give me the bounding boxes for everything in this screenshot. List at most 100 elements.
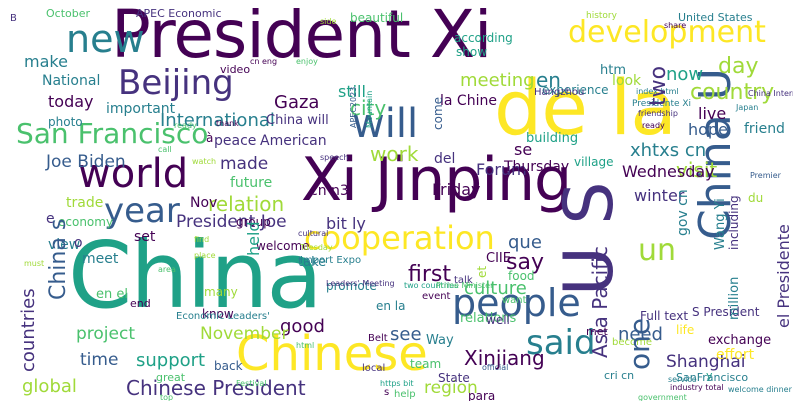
- word: know: [202, 307, 234, 321]
- word: city: [350, 96, 387, 120]
- word: SanFrancisco: [676, 371, 749, 384]
- word: view: [48, 237, 81, 253]
- word: history: [586, 11, 617, 21]
- word: watch: [192, 157, 217, 166]
- word: Joe Biden: [46, 152, 126, 172]
- word: meet: [82, 251, 119, 267]
- word: International: [160, 110, 275, 131]
- word: said: [526, 323, 596, 363]
- word: made: [220, 154, 269, 174]
- word: du: [748, 191, 764, 205]
- word: Economic Leaders': [176, 311, 270, 322]
- word: Leaders' Meeting: [326, 279, 395, 288]
- word: que: [508, 232, 542, 253]
- word: o: [74, 235, 83, 251]
- word: building: [526, 131, 579, 146]
- word: according: [454, 31, 513, 45]
- word: Tuesday: [300, 243, 333, 252]
- word: government: [638, 393, 687, 402]
- word: official: [482, 363, 509, 372]
- word: China International: [748, 89, 793, 98]
- word: countries: [18, 288, 39, 372]
- word: Festival: [236, 379, 267, 388]
- word: ready: [174, 121, 197, 130]
- word: experience: [542, 83, 609, 97]
- word: APEC Economic: [136, 8, 222, 20]
- word: place: [194, 251, 216, 260]
- word: talk: [454, 275, 473, 286]
- word: call: [158, 145, 172, 154]
- word: November: [200, 324, 289, 344]
- word: welcome: [256, 239, 310, 253]
- word: winter: [634, 186, 685, 205]
- word: project: [76, 324, 136, 344]
- word: relations: [460, 311, 517, 326]
- word: Wednesday: [622, 162, 715, 181]
- word: S President: [692, 305, 760, 319]
- word: Presidente Xi: [632, 99, 692, 109]
- word: area: [158, 265, 176, 274]
- word: country: [690, 80, 775, 105]
- word: make: [24, 52, 68, 71]
- word: Import Expo: [300, 255, 362, 266]
- word: en el: [96, 287, 128, 302]
- word: need: [618, 324, 663, 345]
- word: share: [664, 21, 687, 30]
- word: now: [666, 64, 704, 85]
- word: American: [260, 133, 327, 149]
- word: good: [280, 316, 325, 337]
- word: October: [46, 8, 91, 20]
- word: United States: [678, 11, 753, 24]
- word: à: [206, 131, 214, 145]
- word: time: [80, 350, 119, 370]
- word: promote: [326, 279, 377, 293]
- word: President Xi: [111, 8, 492, 73]
- word: Forum: [476, 160, 527, 179]
- word: show: [456, 45, 488, 59]
- word: still: [338, 82, 366, 101]
- word: back: [214, 359, 243, 373]
- word: Chinese: [236, 326, 428, 382]
- word: Gaza: [274, 92, 320, 113]
- word: e: [46, 211, 55, 227]
- word: cultural: [298, 229, 329, 238]
- word: en la: [376, 299, 406, 313]
- word: Way: [426, 333, 454, 348]
- word: region: [424, 378, 478, 398]
- word: live: [698, 104, 727, 123]
- word: Premier: [750, 171, 781, 180]
- word: ready: [642, 121, 665, 130]
- word: Nov: [190, 195, 218, 211]
- word: food: [508, 269, 535, 283]
- word: speech: [320, 153, 349, 162]
- word: help: [394, 389, 416, 400]
- word: support: [136, 350, 206, 371]
- word: CIIE: [486, 251, 511, 266]
- word: en: [536, 68, 561, 92]
- word: s: [384, 387, 390, 398]
- word: photo: [48, 115, 83, 129]
- word: Friday: [432, 180, 481, 199]
- word: culture: [464, 278, 527, 299]
- word: say: [506, 250, 544, 275]
- word: future: [230, 175, 273, 191]
- word: China will: [266, 113, 329, 128]
- word: great: [156, 371, 186, 384]
- word: world: [78, 151, 189, 197]
- word: well: [486, 313, 510, 327]
- word: se: [514, 140, 533, 159]
- word: xhtxs cn: [630, 140, 707, 161]
- word: Japan: [736, 103, 759, 112]
- word: economy: [58, 215, 114, 229]
- word: Prime Minister: [436, 281, 494, 290]
- word: un: [638, 233, 677, 268]
- word: come: [431, 96, 445, 130]
- word: hope: [688, 120, 728, 139]
- word: https bit: [380, 379, 414, 388]
- word: met: [586, 325, 608, 338]
- word: village: [574, 155, 614, 169]
- word: take: [298, 255, 327, 270]
- word: industry total: [670, 383, 724, 392]
- word: Beijing: [118, 63, 234, 103]
- word: team: [410, 357, 442, 371]
